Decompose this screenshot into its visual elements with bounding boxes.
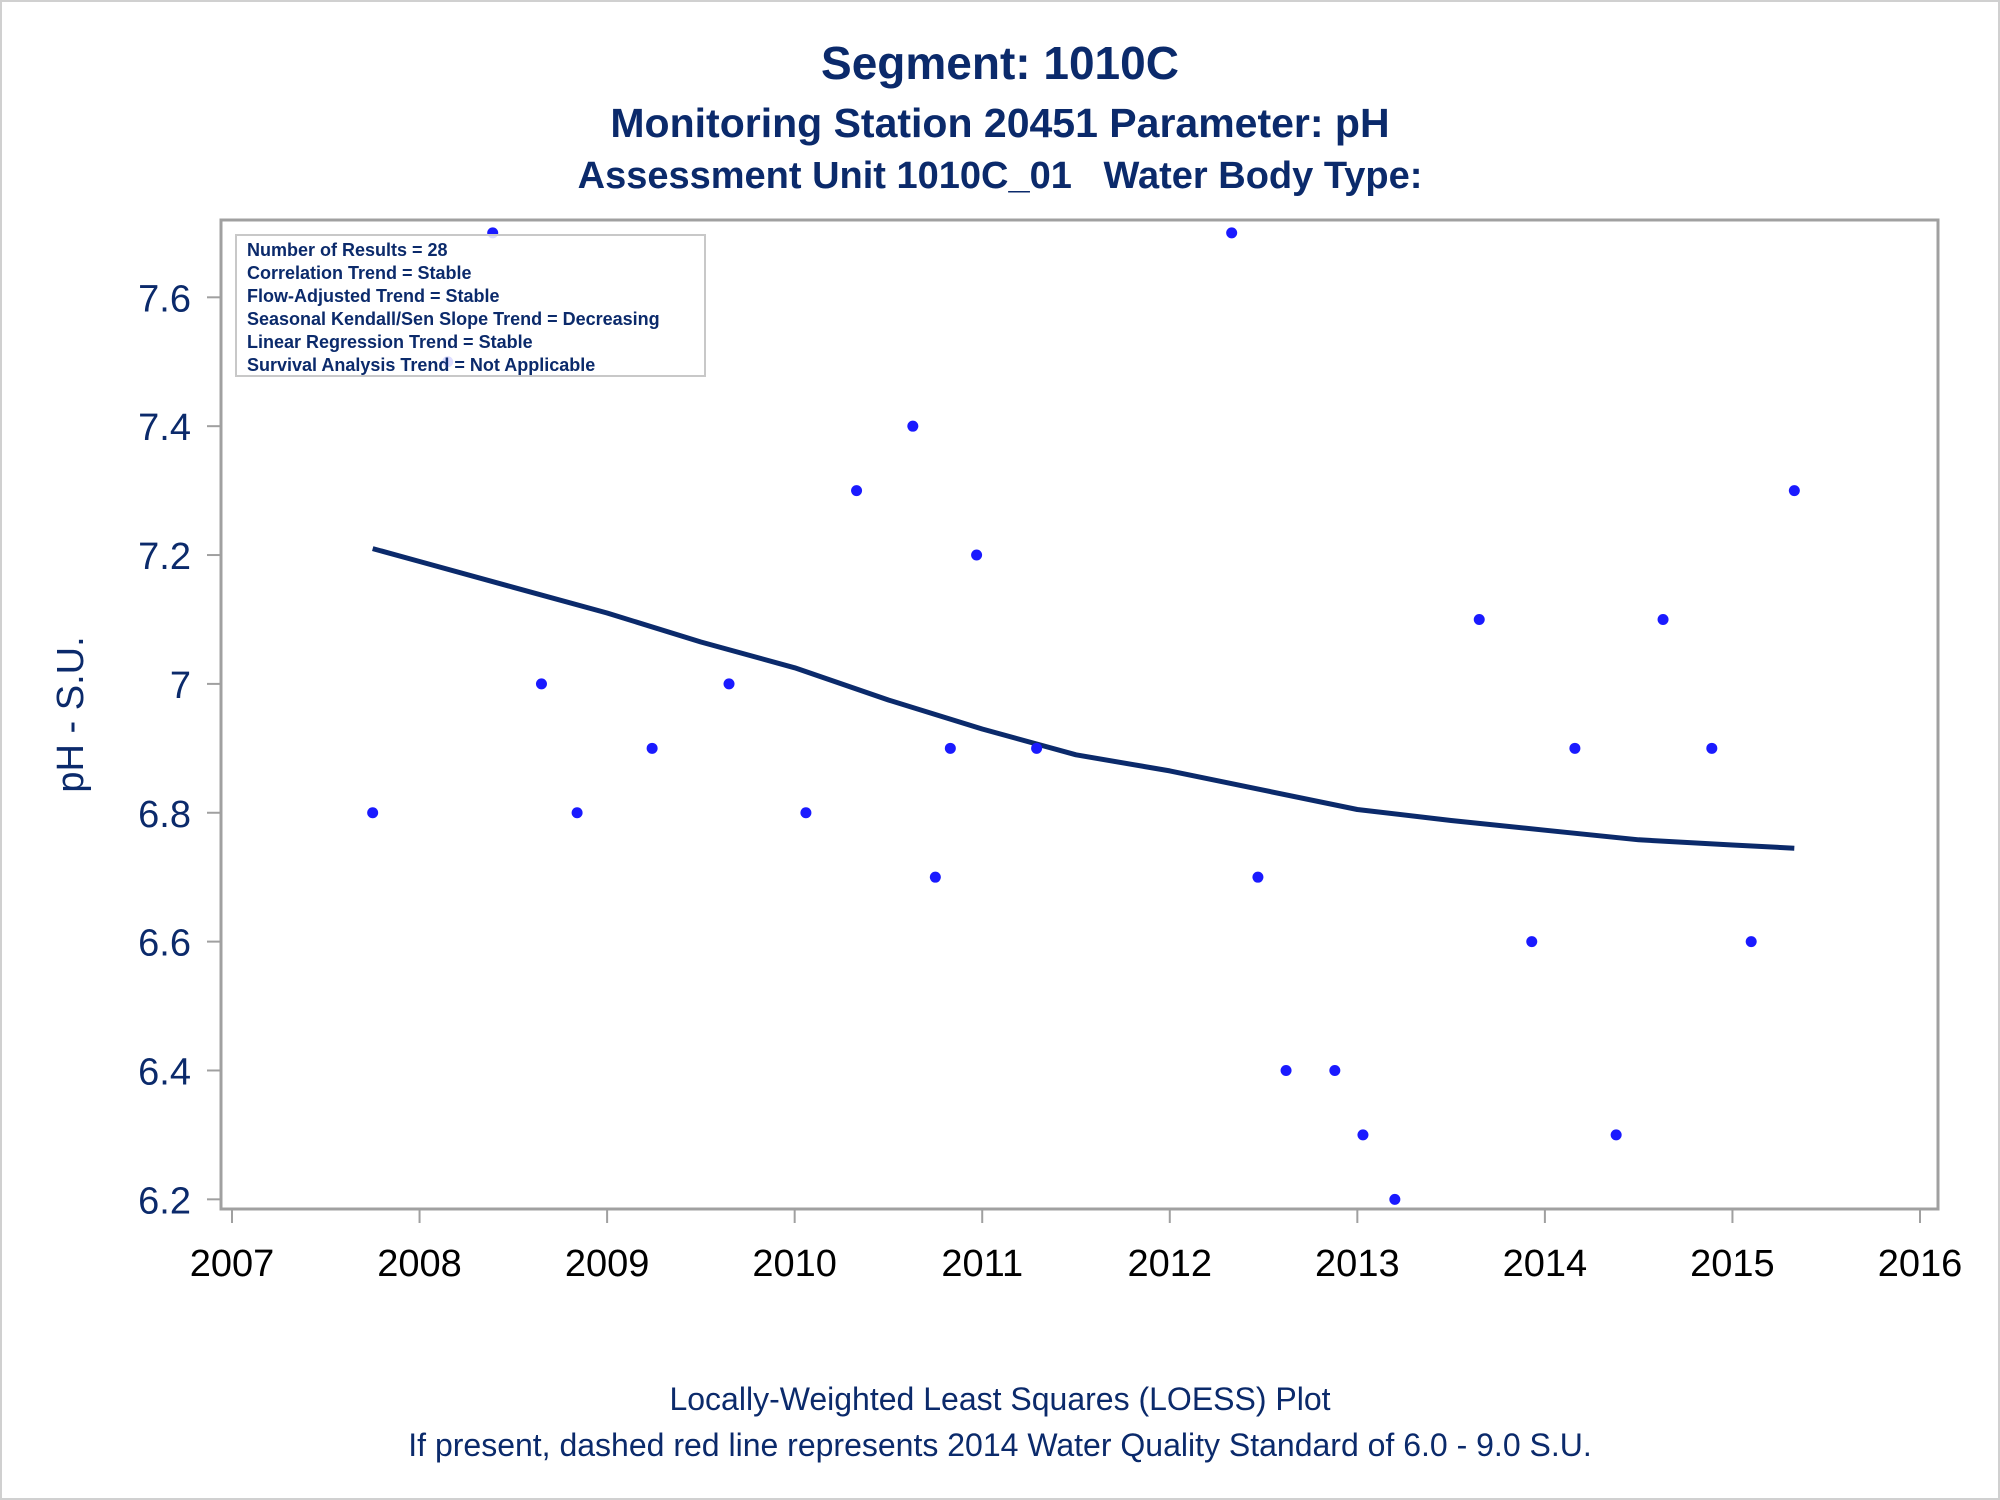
data-point	[1280, 1064, 1292, 1076]
data-point	[646, 742, 658, 754]
data-point	[800, 807, 812, 819]
x-tick-label: 2015	[1690, 1243, 1775, 1285]
stats-inset-line: Linear Regression Trend = Stable	[247, 332, 533, 352]
y-axis-label: pH - S.U.	[50, 636, 92, 792]
x-tick-label: 2010	[752, 1243, 837, 1285]
y-tick-label: 7.6	[138, 278, 191, 320]
x-tick-label: 2012	[1128, 1243, 1213, 1285]
x-tick-label: 2013	[1315, 1243, 1400, 1285]
data-point	[1745, 936, 1757, 948]
stats-inset-box	[235, 234, 706, 377]
data-point	[971, 549, 983, 561]
x-tick-label: 2007	[190, 1243, 275, 1285]
data-point	[1610, 1129, 1622, 1141]
data-point	[1706, 742, 1718, 754]
plot-area-border	[219, 218, 1940, 1211]
x-tick-label: 2014	[1503, 1243, 1588, 1285]
data-point	[907, 420, 919, 432]
x-tick-label: 2011	[941, 1243, 1023, 1285]
y-tick-label: 7	[170, 665, 191, 707]
y-tick-label: 6.4	[138, 1051, 191, 1093]
x-tick-label: 2009	[565, 1243, 650, 1285]
data-point	[535, 678, 547, 690]
data-point	[1389, 1193, 1401, 1205]
stats-inset-line: Flow-Adjusted Trend = Stable	[247, 286, 500, 306]
footnote-loess: Locally-Weighted Least Squares (LOESS) P…	[669, 1381, 1331, 1417]
data-point	[1329, 1064, 1341, 1076]
data-point	[571, 807, 583, 819]
data-point	[944, 742, 956, 754]
data-point	[1357, 1129, 1369, 1141]
data-point	[1031, 742, 1043, 754]
chart-subtitle: Monitoring Station 20451 Parameter: pH	[610, 100, 1390, 146]
chart-subtitle-assessment: Assessment Unit 1010C_01 Water Body Type…	[577, 155, 1423, 197]
data-point	[1657, 613, 1669, 625]
stats-inset-line: Correlation Trend = Stable	[247, 263, 472, 283]
data-point	[1788, 485, 1800, 497]
data-point	[1473, 613, 1485, 625]
x-tick-label: 2016	[1878, 1243, 1963, 1285]
chart-title: Segment: 1010C	[821, 37, 1179, 89]
data-point	[367, 807, 379, 819]
data-point	[1226, 227, 1238, 239]
data-point	[1569, 742, 1581, 754]
footnote-standard: If present, dashed red line represents 2…	[408, 1427, 1592, 1463]
y-tick-label: 7.4	[138, 407, 191, 449]
y-tick-label: 7.2	[138, 536, 191, 578]
y-tick-label: 6.2	[138, 1180, 191, 1222]
x-tick-label: 2008	[377, 1243, 462, 1285]
stats-inset-line: Survival Analysis Trend = Not Applicable	[247, 355, 595, 375]
data-point	[723, 678, 735, 690]
data-point	[1252, 871, 1264, 883]
y-tick-label: 6.8	[138, 794, 191, 836]
data-point	[929, 871, 941, 883]
y-tick-label: 6.6	[138, 923, 191, 965]
data-point	[1526, 936, 1538, 948]
data-point	[851, 485, 863, 497]
stats-inset-line: Number of Results = 28	[247, 240, 448, 260]
loess-line	[372, 546, 1795, 851]
stats-inset-line: Seasonal Kendall/Sen Slope Trend = Decre…	[247, 309, 660, 329]
